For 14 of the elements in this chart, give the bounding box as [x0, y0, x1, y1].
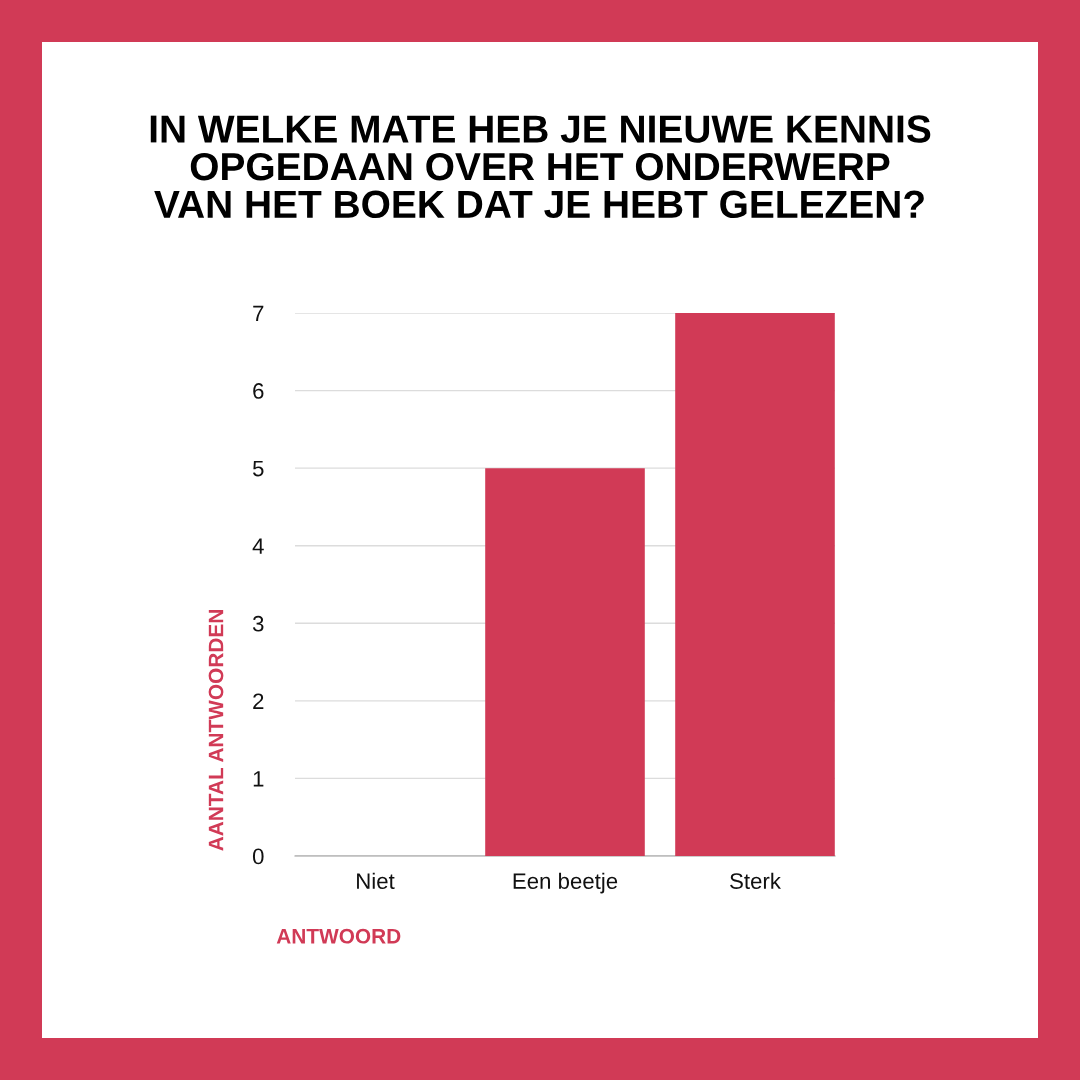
y-tick-label: 5: [252, 460, 264, 477]
y-tick-label: 4: [252, 538, 264, 554]
x-tick-label: Niet: [357, 872, 395, 889]
x-tick-label: Een beetje: [513, 872, 618, 894]
y-tick-label: 3: [252, 615, 264, 632]
y-tick-label: 6: [253, 383, 264, 399]
chart-title: IN WELKE MATE HEB JE NIEUWE KENNIS OPGEDAAN OVER HET ONDERWERP VAN HET BOEK DAT JE HEBT GELEZEN?: [150, 115, 931, 219]
x-tick-label: Sterk: [730, 872, 781, 889]
y-axis-title: AANTAL ANTWOORDEN: [208, 610, 224, 851]
y-tick-label: 1: [253, 771, 264, 787]
y-tick-label: 0: [252, 848, 264, 865]
y-tick-label: 7: [253, 305, 264, 322]
y-tick-label: 2: [253, 693, 264, 709]
x-axis-title: ANTWOORD: [276, 928, 401, 944]
